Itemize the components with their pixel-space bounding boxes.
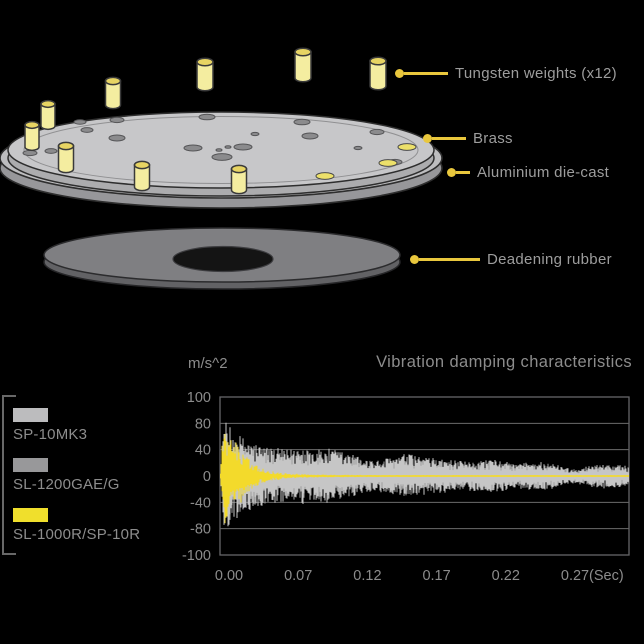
legend-label: SP-10MK3	[13, 426, 88, 443]
y-tick-label: 100	[187, 390, 211, 406]
callout-tungsten-weights: Tungsten weights (x12)	[395, 65, 617, 82]
callout-leader-line	[432, 137, 466, 140]
platter-hole	[108, 134, 126, 142]
platter-hole	[198, 113, 216, 121]
tungsten-weight-top	[133, 160, 151, 170]
tungsten-weight-top	[294, 47, 312, 57]
tungsten-weight-top	[40, 99, 56, 109]
y-tick-label: -80	[190, 522, 211, 538]
legend-swatch	[13, 508, 48, 522]
y-tick-label: 80	[195, 416, 211, 432]
tungsten-insert	[378, 159, 398, 167]
legend-item-sp10mk3: SP-10MK3	[13, 408, 87, 443]
tungsten-weight-body	[57, 145, 75, 174]
callout-leader-line	[419, 258, 480, 261]
platter-hole	[369, 128, 385, 136]
tungsten-weight-body	[196, 61, 214, 92]
tungsten-weight-body	[133, 164, 151, 192]
legend-item-sl1000r-sp10r: SL-1000R/SP-10R	[13, 508, 140, 543]
platter-hole	[301, 132, 319, 140]
callout-dot-icon	[395, 69, 404, 78]
tungsten-weight-body	[369, 60, 387, 91]
tungsten-weight-body	[40, 103, 56, 131]
tungsten-weight-top	[104, 76, 122, 86]
legend-label: SL-1200GAE/G	[13, 476, 120, 493]
tungsten-weight-body	[104, 80, 122, 110]
tungsten-weight-top	[57, 141, 75, 151]
callout-label: Deadening rubber	[487, 251, 612, 268]
callout-aluminium-die-cast: Aluminium die-cast	[447, 164, 609, 181]
x-tick-label: 0.12	[353, 568, 381, 584]
callout-leader-line	[456, 171, 470, 174]
x-tick-label: 0.17	[422, 568, 450, 584]
tungsten-weight-body	[24, 124, 40, 152]
platter-hole	[353, 145, 363, 151]
callout-dot-icon	[423, 134, 432, 143]
tungsten-weight-body	[230, 168, 248, 195]
callout-label: Brass	[473, 130, 513, 147]
platter-hole	[215, 148, 223, 152]
platter-hole	[211, 153, 233, 161]
platter-hole	[73, 119, 87, 125]
platter-hole	[44, 148, 58, 154]
chart-title: Vibration damping characteristics	[376, 353, 632, 371]
platter-hole	[80, 127, 94, 133]
platter-hole	[233, 143, 253, 151]
tungsten-weight-top	[369, 56, 387, 66]
legend-label: SL-1000R/SP-10R	[13, 526, 141, 543]
y-tick-label: -100	[182, 548, 211, 564]
y-tick-label: 0	[203, 469, 211, 485]
callout-dot-icon	[410, 255, 419, 264]
legend-swatch	[13, 458, 48, 472]
legend-swatch	[13, 408, 48, 422]
callout-deadening-rubber: Deadening rubber	[410, 251, 612, 268]
callout-label: Tungsten weights (x12)	[455, 65, 617, 82]
callout-brass: Brass	[423, 130, 513, 147]
tungsten-weight-body	[294, 51, 312, 83]
y-tick-label: 40	[195, 443, 211, 459]
x-axis-unit-label: (Sec)	[589, 568, 624, 584]
callout-leader-line	[404, 72, 448, 75]
platter-hole	[109, 116, 125, 124]
platter-hole	[250, 131, 260, 137]
tungsten-insert	[315, 172, 335, 180]
tungsten-weight-top	[230, 164, 248, 174]
callout-dot-icon	[447, 168, 456, 177]
x-tick-label: 0.07	[284, 568, 312, 584]
platter-hole	[183, 144, 203, 152]
platter-hole	[224, 145, 232, 149]
legend-bracket	[2, 395, 16, 555]
brass-rim-groove	[23, 116, 419, 184]
legend-item-sl1200gaeg: SL-1200GAE/G	[13, 458, 120, 493]
waveform-SL-1000R/SP-10R	[220, 433, 629, 524]
callout-label: Aluminium die-cast	[477, 164, 610, 181]
tungsten-weight-top	[24, 120, 40, 130]
x-tick-label: 0.22	[492, 568, 520, 584]
rubber-center-hole	[172, 245, 274, 273]
x-tick-label: 0.27	[561, 568, 589, 584]
platter-hole	[293, 118, 311, 126]
x-tick-label: 0.00	[215, 568, 243, 584]
tungsten-weight-top	[196, 57, 214, 67]
y-tick-label: -40	[190, 495, 211, 511]
tungsten-insert	[397, 143, 417, 151]
y-axis-unit-label: m/s^2	[188, 355, 228, 372]
